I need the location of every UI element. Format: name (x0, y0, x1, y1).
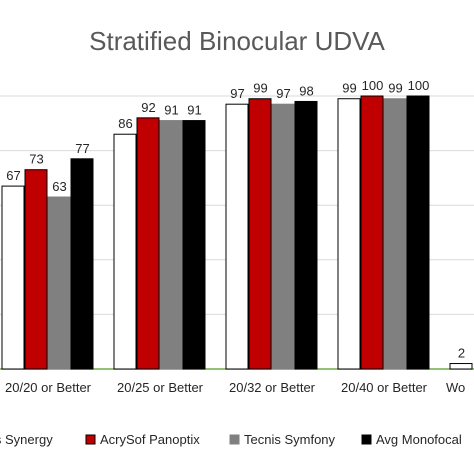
bars (1, 95, 473, 370)
legend: is Synergy AcrySof Panoptix Tecnis Symfony… (0, 432, 462, 447)
data-label: 100 (362, 78, 384, 93)
legend-swatch (229, 434, 240, 445)
legend-swatch (361, 434, 372, 445)
x-tick-label: Wo (446, 380, 465, 395)
bar (182, 120, 206, 370)
bar (113, 133, 137, 370)
bar (337, 98, 361, 370)
bar (1, 185, 25, 370)
bar (159, 120, 183, 370)
bar (248, 98, 272, 370)
legend-label: Avg Monofocal (376, 432, 462, 447)
data-label: 92 (141, 100, 155, 115)
bar (383, 98, 407, 370)
chart-title: Stratified Binocular UDVA (89, 26, 385, 56)
data-label: 77 (75, 141, 89, 156)
data-label: 91 (164, 103, 178, 118)
data-label: 99 (342, 81, 356, 96)
x-tick-label: 20/20 or Better (5, 380, 92, 395)
bar (294, 100, 318, 370)
data-label: 100 (408, 78, 430, 93)
data-labels: 67 86 97 99 2 73 92 99 100 63 91 97 99 77 91 98 100 (6, 78, 465, 361)
data-label: 99 (388, 81, 402, 96)
x-axis-ticks: 20/20 or Better 20/25 or Better 20/32 or B… (5, 380, 465, 395)
bar (271, 103, 295, 370)
data-label: 2 (458, 346, 465, 361)
data-label: 67 (6, 168, 20, 183)
legend-label: is Synergy (0, 432, 53, 447)
x-tick-label: 20/25 or Better (117, 380, 204, 395)
data-label: 73 (29, 152, 43, 167)
data-label: 91 (187, 103, 201, 118)
x-tick-label: 20/40 or Better (341, 380, 428, 395)
legend-swatch (85, 434, 96, 445)
bar (449, 363, 473, 370)
data-label: 99 (253, 81, 267, 96)
bar (47, 196, 71, 370)
bar (70, 158, 94, 370)
data-label: 98 (299, 83, 313, 98)
data-label: 63 (52, 179, 66, 194)
data-label: 86 (118, 116, 132, 131)
data-label: 97 (276, 86, 290, 101)
legend-label: Tecnis Symfony (244, 432, 336, 447)
bar (406, 95, 430, 370)
bar (24, 169, 48, 370)
data-label: 97 (230, 86, 244, 101)
bar (136, 117, 160, 370)
bar (360, 95, 384, 370)
x-tick-label: 20/32 or Better (229, 380, 316, 395)
legend-label: AcrySof Panoptix (100, 432, 200, 447)
bar (225, 103, 249, 370)
